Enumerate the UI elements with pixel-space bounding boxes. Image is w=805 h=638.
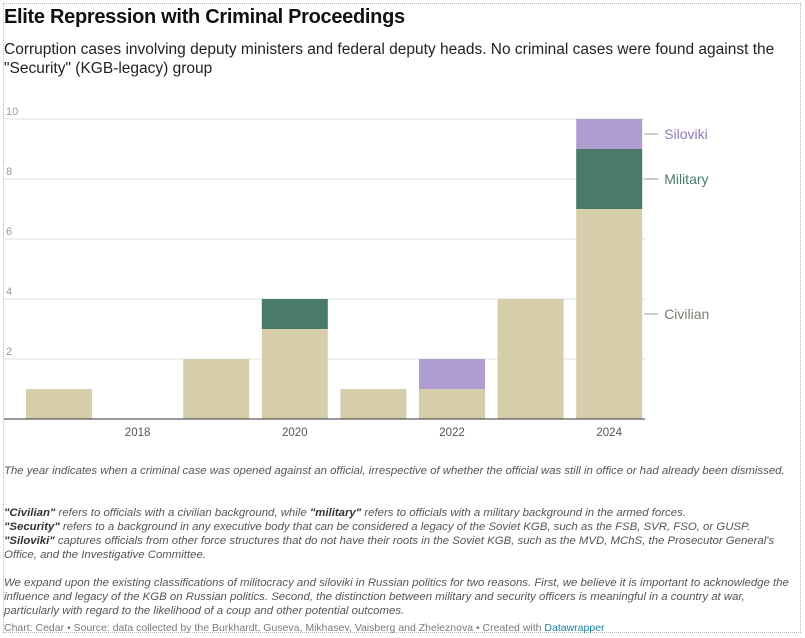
y-tick-label: 8 [6,166,12,178]
chart-title: Elite Repression with Criminal Proceedin… [4,6,405,28]
term-civilian: "Civilian" [4,507,56,519]
bar-military-2020[interactable] [261,299,328,329]
bar-civilian-2022[interactable] [419,389,485,419]
term-military: "military" [309,507,362,519]
x-tick-label: 2020 [282,427,308,439]
x-tick-label: 2024 [596,427,622,439]
chart-subtitle: Corruption cases involving deputy minist… [4,41,775,77]
bar-civilian-2024[interactable] [576,209,643,419]
note-classification: We expand upon the existing classificati… [4,577,789,617]
chart-footer: Chart: Cedar • Source: data collected by… [4,622,605,634]
x-tick-label: 2022 [439,427,465,439]
x-tick-label: 2018 [125,427,151,439]
y-tick-label: 4 [6,286,12,298]
text-security: refers to a background in any executive … [59,521,751,533]
bar-siloviki-2022[interactable] [419,359,485,389]
legend-label-military: Military [664,171,708,187]
chart-frame [3,3,801,633]
note-civilian-military: "Civilian" refers to officials with a ci… [4,506,800,520]
bar-civilian-2017[interactable] [26,389,92,419]
y-tick-label: 6 [6,226,12,238]
bar-military-2024[interactable] [576,149,643,209]
note-year: The year indicates when a criminal case … [4,465,785,477]
note-siloviki: "Siloviki" captures officials from other… [4,534,800,562]
bar-civilian-2019[interactable] [183,359,250,419]
legend-label-civilian: Civilian [664,306,709,322]
stacked-bar-chart: 2 4 6 8 10 2018 2020 2022 2024 Civilian Military… [4,106,709,439]
y-tick-label: 2 [6,346,12,358]
legend-label-siloviki: Siloviki [664,126,708,142]
note-definitions: "Civilian" refers to officials with a ci… [4,506,800,562]
y-tick-label: 10 [6,106,18,118]
note-security: "Security" refers to a background in any… [4,520,800,534]
datawrapper-link[interactable]: Datawrapper [544,622,605,634]
footer-text: Chart: Cedar • Source: data collected by… [4,622,545,634]
term-siloviki: "Siloviki" [4,535,55,547]
term-security: "Security" [4,521,60,533]
bar-siloviki-2024[interactable] [576,119,643,149]
bar-civilian-2021[interactable] [340,389,407,419]
bar-civilian-2023[interactable] [497,299,564,419]
text-military: refers to officials with a military back… [361,507,686,519]
text-civilian: refers to officials with a civilian back… [55,507,310,519]
bar-civilian-2020[interactable] [261,329,328,419]
text-siloviki: captures officials from other force stru… [4,535,775,561]
